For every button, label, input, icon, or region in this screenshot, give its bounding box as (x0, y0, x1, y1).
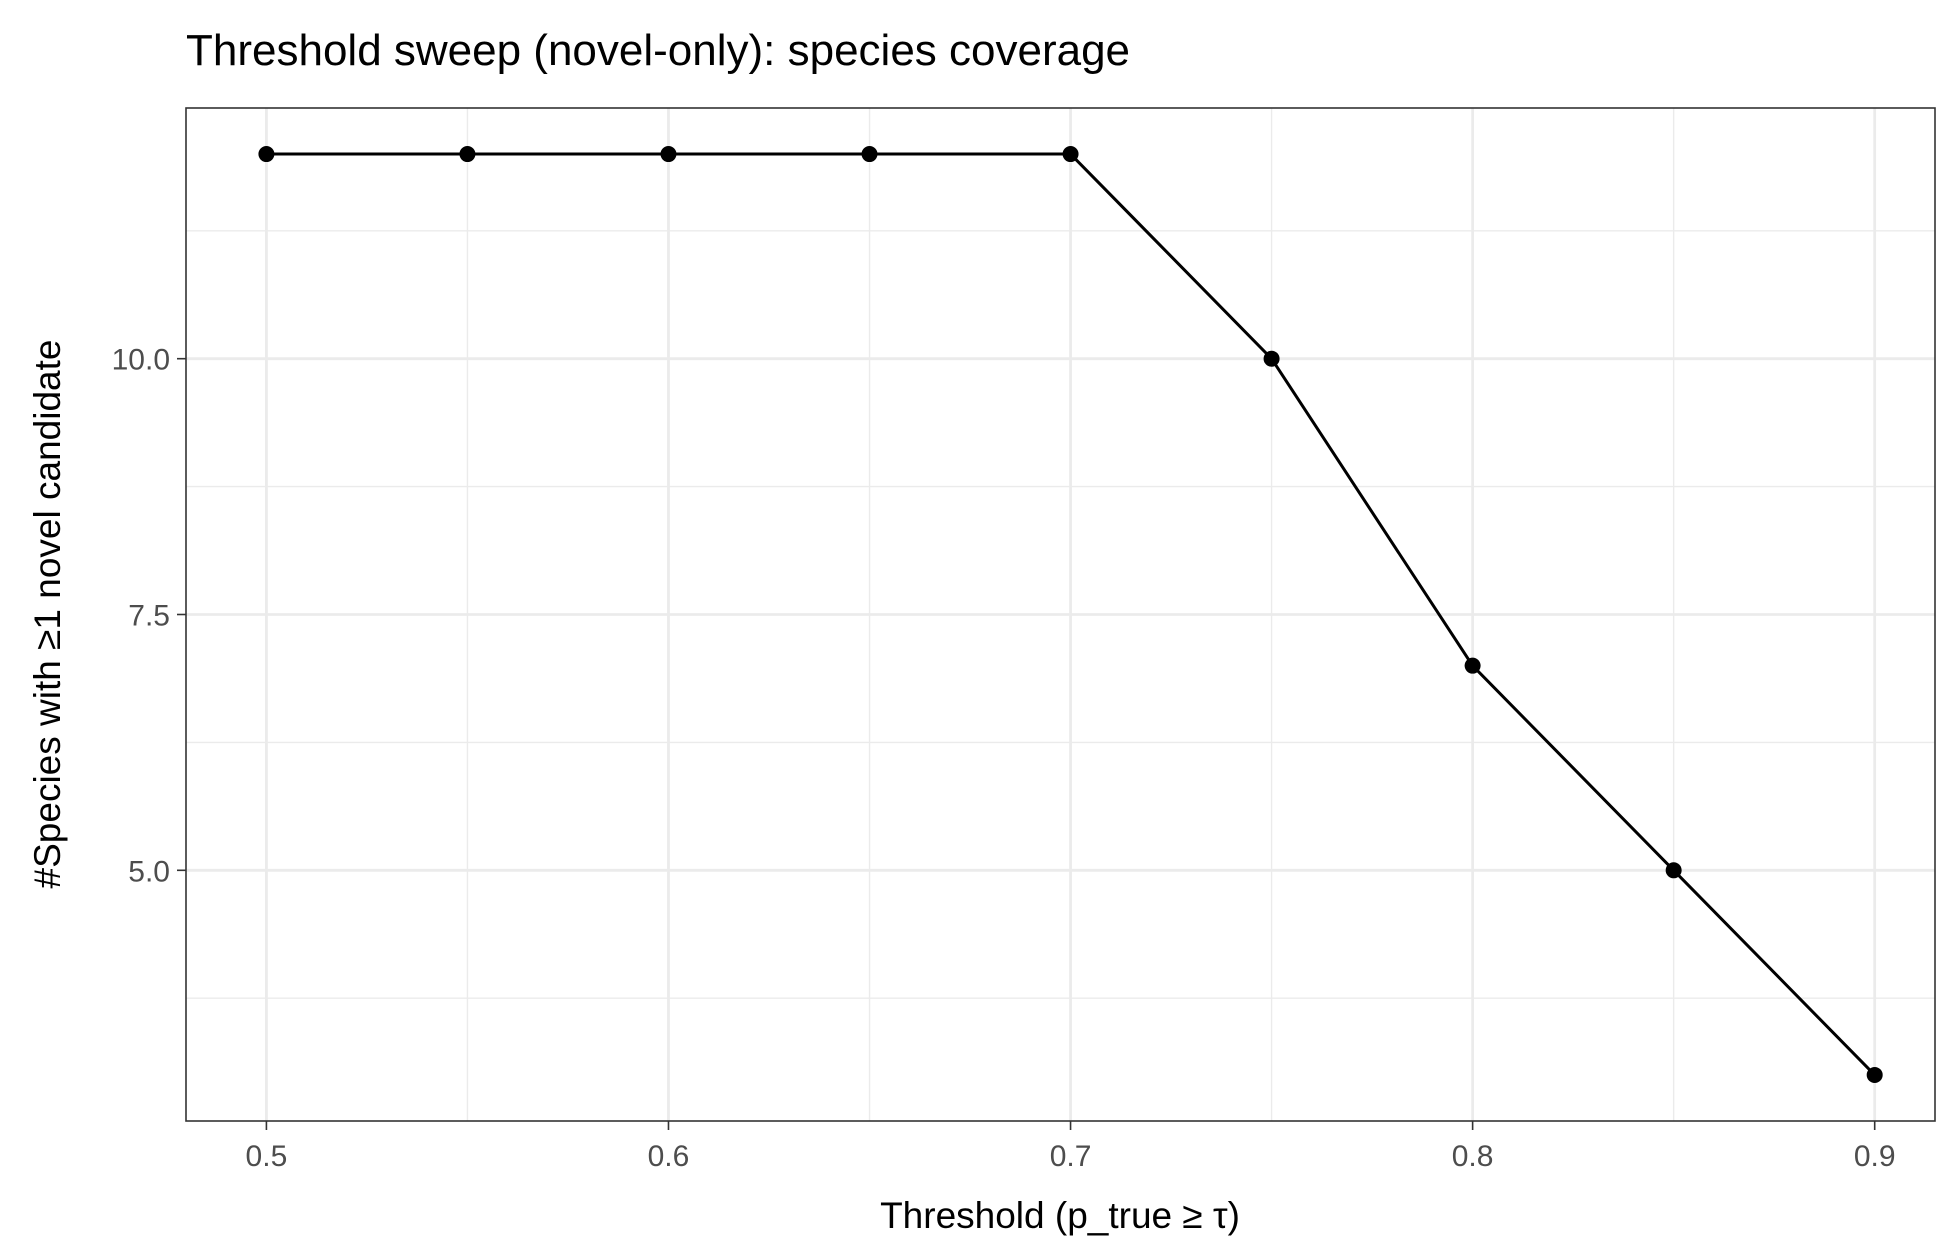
y-axis-title: #Species with ≥1 novel candidate (27, 340, 68, 889)
x-tick-label: 0.9 (1854, 1140, 1896, 1173)
data-point (1866, 1066, 1883, 1083)
grid-layer (186, 108, 1935, 1121)
y-tick-label: 10.0 (112, 344, 170, 377)
points-layer (258, 146, 1883, 1083)
x-tick-label: 0.5 (246, 1140, 288, 1173)
x-axis: 0.5 0.6 0.7 0.8 0.9 (246, 1121, 1896, 1173)
data-point (258, 146, 275, 163)
y-axis: 5.0 7.5 10.0 (112, 344, 186, 888)
y-tick-label: 5.0 (128, 855, 170, 888)
data-point (1665, 862, 1682, 879)
data-point (1062, 146, 1079, 163)
x-tick-label: 0.7 (1050, 1140, 1092, 1173)
data-point (1263, 350, 1280, 367)
data-point (861, 146, 878, 163)
chart-title: Threshold sweep (novel-only): species co… (186, 26, 1130, 75)
data-point (459, 146, 476, 163)
data-point (660, 146, 677, 163)
x-tick-label: 0.6 (648, 1140, 690, 1173)
x-tick-label: 0.8 (1452, 1140, 1494, 1173)
x-axis-title: Threshold (p_true ≥ τ) (880, 1195, 1240, 1236)
y-tick-label: 7.5 (128, 600, 170, 633)
data-point (1464, 657, 1481, 674)
